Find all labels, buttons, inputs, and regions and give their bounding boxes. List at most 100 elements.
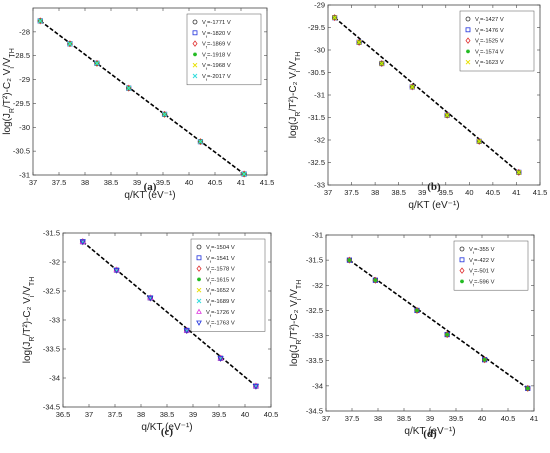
x-tick-label: 41.5 <box>533 188 548 197</box>
y-tick-label: -33 <box>314 181 325 190</box>
legend-label: Vf=-1615 V <box>206 277 235 285</box>
y-tick-label: -34 <box>49 374 60 383</box>
panel-caption: (d) <box>423 428 437 440</box>
data-point <box>183 326 190 333</box>
y-tick-label: -31.5 <box>43 229 60 238</box>
y-tick-label: -30.5 <box>308 68 325 77</box>
x-tick-label: 37 <box>322 414 330 423</box>
x-tick-label: 40.5 <box>501 414 516 423</box>
data-point <box>409 84 415 90</box>
legend: Vf=-355 V Vf=-422 V Vf=-501 V Vf=-596 V <box>453 240 529 291</box>
legend-marker <box>465 27 471 33</box>
legend-label: Vf=-1689 V <box>206 299 235 307</box>
legend-label: Vf=-1763 V <box>206 321 235 329</box>
x-tick-label: 41 <box>237 178 245 187</box>
fit-line <box>82 241 257 387</box>
y-tick-label: -28.5 <box>13 51 30 60</box>
x-tick-label: 40 <box>465 188 473 197</box>
y-tick-label: -31.5 <box>306 256 323 265</box>
data-point <box>37 18 43 24</box>
x-tick-label: 37.5 <box>344 188 359 197</box>
chart-panel: 37 37.5 38 38.5 39 39.5 40 40.5 41 -31 -31.5 -32 -32… <box>289 231 538 441</box>
data-point <box>414 308 420 313</box>
y-axis-label: log(JR/T²)-C₂ Vi/VTH <box>22 277 36 364</box>
data-point <box>332 15 338 21</box>
y-tick-label: -28 <box>19 27 30 36</box>
legend-marker <box>196 287 202 293</box>
data-point <box>516 169 522 175</box>
y-tick-label: -34 <box>312 381 323 390</box>
data-point <box>147 294 154 301</box>
legend-marker <box>197 277 201 282</box>
data-point <box>476 138 482 144</box>
x-tick-label: 39.5 <box>438 188 453 197</box>
legend-marker <box>196 244 202 250</box>
legend-label: Vf=-596 V <box>469 279 495 287</box>
data-point <box>252 382 260 389</box>
x-tick-label: 38.5 <box>391 188 406 197</box>
x-tick-label: 39 <box>418 188 426 197</box>
legend: Vf=-1504 V Vf=-1541 V Vf=-1578 V Vf=-1615 V… <box>190 238 266 332</box>
y-tick-label: -32.5 <box>306 306 323 315</box>
data-point <box>444 112 450 118</box>
y-tick-label: -30 <box>314 46 325 55</box>
legend-box <box>186 13 262 86</box>
y-tick-label: -33 <box>312 331 323 340</box>
y-axis-label: log(JR/T²)-C₂ Vi/VTH <box>289 280 303 367</box>
legend-label: Vf=-1652 V <box>206 288 235 296</box>
panel-caption: (c) <box>161 426 174 438</box>
x-tick-label: 39 <box>133 178 141 187</box>
legend-label: Vf=-1771 V <box>202 20 231 28</box>
y-tick-label: -31 <box>19 171 30 180</box>
legend-label: Vf=-422 V <box>469 258 495 266</box>
legend-label: Vf=-1525 V <box>475 39 504 47</box>
x-tick-label: 38 <box>137 410 145 419</box>
y-tick-label: -29.5 <box>13 99 30 108</box>
legend-marker <box>196 265 202 272</box>
legend-label: Vf=-1726 V <box>206 310 235 318</box>
data-point <box>126 85 132 91</box>
legend: Vf=-1771 V Vf=-1820 V Vf=-1869 V Vf=-1918 V… <box>186 13 262 86</box>
data-point <box>113 267 120 274</box>
x-tick-label: 37 <box>324 188 332 197</box>
chart-panel: 36.5 37 37.5 38 38.5 39 39.5 40 40.5 -31.5 -32 -32.… <box>22 229 278 439</box>
x-tick-label: 37.5 <box>345 414 360 423</box>
panel-caption: (b) <box>427 181 441 193</box>
y-tick-label: -30 <box>19 123 30 132</box>
y-tick-label: -31.5 <box>308 113 325 122</box>
data-point <box>373 278 378 283</box>
y-tick-label: -30.5 <box>13 147 30 156</box>
legend-marker <box>465 59 471 65</box>
legend-label: Vf=-1820 V <box>202 31 231 39</box>
y-tick-label: -34.5 <box>306 407 323 416</box>
legend-label: Vf=-1427 V <box>475 17 504 25</box>
legend-label: Vf=-2017 V <box>202 74 231 82</box>
legend-marker <box>196 255 202 261</box>
x-tick-label: 41.5 <box>260 178 275 187</box>
y-tick-label: -33.5 <box>43 345 60 354</box>
legend-marker <box>459 267 465 274</box>
data-point <box>525 386 530 391</box>
chart-panel: 37 37.5 38 38.5 39 39.5 40 40.5 41 41.5 -28 -28.5 -2… <box>2 7 275 201</box>
x-tick-label: 41 <box>530 414 538 423</box>
x-tick-label: 37 <box>29 178 37 187</box>
data-point <box>356 39 362 45</box>
x-tick-label: 37 <box>85 410 93 419</box>
x-tick-label: 38.5 <box>397 414 412 423</box>
x-tick-label: 39 <box>426 414 434 423</box>
fit-line <box>334 16 520 174</box>
fit-line <box>348 259 529 390</box>
data-point <box>379 60 385 67</box>
legend-marker <box>196 320 202 326</box>
legend-label: Vf=-1918 V <box>202 52 231 60</box>
x-tick-label: 40 <box>241 410 249 419</box>
legend-marker <box>196 308 202 314</box>
legend-marker <box>192 30 198 36</box>
legend-label: Vf=-1541 V <box>206 256 235 264</box>
x-tick-label: 38.5 <box>160 410 175 419</box>
x-tick-label: 39.5 <box>156 178 171 187</box>
data-point <box>79 239 86 246</box>
chart-panel: 37 37.5 38 38.5 39 39.5 40 40.5 41 41.5 -29 -29.5 -3… <box>288 1 547 212</box>
x-tick-label: 40.5 <box>486 188 501 197</box>
